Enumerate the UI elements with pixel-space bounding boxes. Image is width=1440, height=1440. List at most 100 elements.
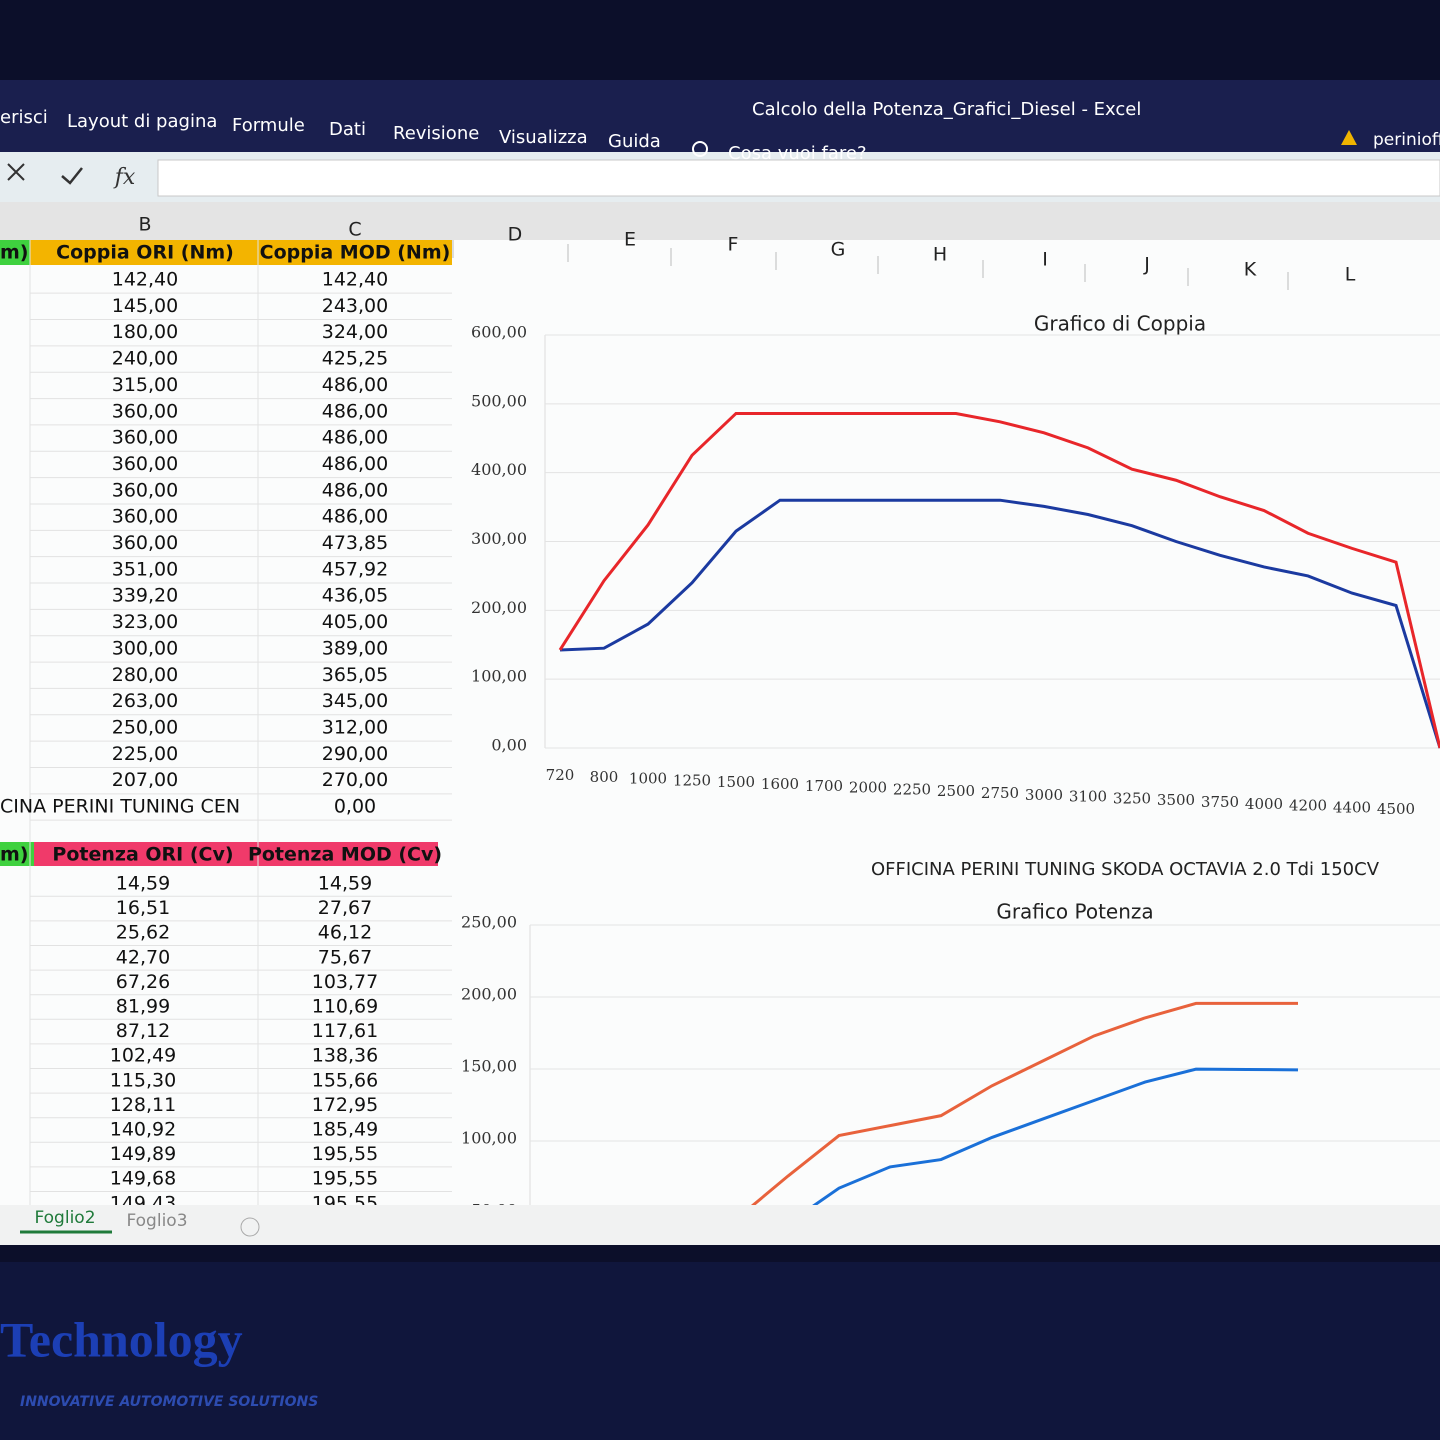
table-cell[interactable]: 172,95 [312,1094,378,1116]
table-cell[interactable]: 27,67 [318,897,372,919]
ribbon-tab[interactable]: Dati [329,119,366,140]
x-tick-label: 1600 [761,775,799,793]
table-cell[interactable]: 457,92 [322,558,388,580]
table-cell[interactable]: 365,05 [322,664,388,686]
enter-icon[interactable] [61,167,83,185]
table-cell[interactable]: 405,00 [322,611,388,633]
table-cell[interactable]: 425,25 [322,348,388,370]
table-cell[interactable]: 486,00 [322,427,388,449]
x-tick-label: 3500 [1157,791,1195,809]
table-cell[interactable]: 290,00 [322,743,388,765]
table-cell[interactable]: 67,26 [116,971,170,993]
table-cell[interactable]: 16,51 [116,897,170,919]
table-cell[interactable]: 324,00 [322,321,388,343]
column-header[interactable]: E [624,229,636,251]
table-cell[interactable]: 138,36 [312,1045,378,1067]
table-cell[interactable]: 103,77 [312,971,378,993]
table-cell[interactable]: 140,92 [110,1119,176,1141]
table-cell[interactable]: 207,00 [112,769,178,791]
table-cell[interactable]: 195,55 [312,1168,378,1190]
column-header[interactable]: J [1143,254,1150,276]
column-header[interactable]: G [831,239,846,261]
ribbon-tab[interactable]: Layout di pagina [67,111,217,132]
column-header[interactable]: H [933,244,947,266]
table-cell[interactable]: 315,00 [112,374,178,396]
table-cell[interactable]: 14,59 [318,873,372,895]
column-header[interactable]: C [348,219,361,241]
table-cell[interactable]: 360,00 [112,506,178,528]
table-cell[interactable]: 389,00 [322,637,388,659]
table-cell[interactable]: 436,05 [322,585,388,607]
table-cell[interactable]: 87,12 [116,1020,170,1042]
table-cell[interactable]: 128,11 [110,1094,176,1116]
table-cell[interactable]: 225,00 [112,743,178,765]
table-cell[interactable]: 323,00 [112,611,178,633]
table-cell[interactable]: 280,00 [112,664,178,686]
add-sheet[interactable] [240,1217,260,1237]
fx-icon[interactable]: fx [113,165,136,190]
x-tick-label: 3750 [1201,793,1239,811]
table-cell[interactable]: 117,61 [312,1020,378,1042]
cancel-icon[interactable] [7,163,25,181]
table-cell[interactable]: 155,66 [312,1069,378,1091]
table-cell[interactable]: 263,00 [112,690,178,712]
ribbon-tab[interactable]: Visualizza [499,127,588,148]
table-cell[interactable]: 270,00 [322,769,388,791]
x-tick-label: 720 [546,766,575,784]
table-cell[interactable]: 345,00 [322,690,388,712]
table-cell[interactable]: 115,30 [110,1069,176,1091]
table-cell[interactable]: 486,00 [322,506,388,528]
table-cell[interactable]: 81,99 [116,996,170,1018]
table-cell[interactable]: 486,00 [322,479,388,501]
table-cell[interactable]: 142,40 [322,269,388,291]
table-cell[interactable]: 486,00 [322,374,388,396]
table-cell[interactable]: 0,00 [334,796,376,818]
column-header[interactable]: L [1345,264,1356,286]
table-cell[interactable]: 25,62 [116,922,170,944]
table-cell[interactable]: 360,00 [112,453,178,475]
formula-input[interactable] [157,159,1440,197]
table-cell[interactable]: 145,00 [112,295,178,317]
table-cell[interactable]: 14,59 [116,873,170,895]
table-cell[interactable]: 360,00 [112,427,178,449]
table-cell[interactable]: 195,55 [312,1143,378,1165]
search-box[interactable]: Cosa vuoi fare? [728,143,867,164]
ribbon-tab[interactable]: Guida [608,131,661,152]
sheet-tab[interactable]: Foglio2 [34,1208,95,1228]
ribbon-tab[interactable]: erisci [0,107,48,128]
table-cell[interactable]: 351,00 [112,558,178,580]
table-cell[interactable]: 180,00 [112,321,178,343]
table-cell[interactable]: 75,67 [318,946,372,968]
table-cell[interactable]: 300,00 [112,637,178,659]
table-cell[interactable]: 360,00 [112,532,178,554]
table-cell[interactable]: 149,89 [110,1143,176,1165]
column-header[interactable]: B [138,214,151,236]
table-cell[interactable]: 360,00 [112,400,178,422]
table-cell[interactable]: 102,49 [110,1045,176,1067]
table-cell[interactable]: 149,68 [110,1168,176,1190]
table-cell[interactable]: 250,00 [112,716,178,738]
column-header[interactable]: I [1042,249,1048,271]
table-cell[interactable]: 110,69 [312,996,378,1018]
table-cell[interactable]: 312,00 [322,716,388,738]
table-cell[interactable]: 46,12 [318,922,372,944]
x-tick-label: 3000 [1025,786,1063,804]
table-cell[interactable]: CINA PERINI TUNING CEN [0,796,240,818]
ribbon-tab[interactable]: Formule [232,115,305,136]
table-cell[interactable]: 142,40 [112,269,178,291]
table-cell[interactable]: 185,49 [312,1119,378,1141]
table-cell[interactable]: 240,00 [112,348,178,370]
table-cell[interactable]: 42,70 [116,946,170,968]
column-header[interactable]: D [508,224,523,246]
table-cell[interactable]: 360,00 [112,479,178,501]
table-cell[interactable]: 473,85 [322,532,388,554]
table-cell[interactable]: 486,00 [322,453,388,475]
table-cell[interactable]: 486,00 [322,400,388,422]
table-cell[interactable]: 339,20 [112,585,178,607]
column-header[interactable]: F [728,234,739,256]
ribbon-tab[interactable]: Revisione [393,123,479,144]
column-header[interactable]: K [1244,259,1257,281]
table-cell[interactable]: 243,00 [322,295,388,317]
sheet-tab[interactable]: Foglio3 [126,1211,187,1231]
